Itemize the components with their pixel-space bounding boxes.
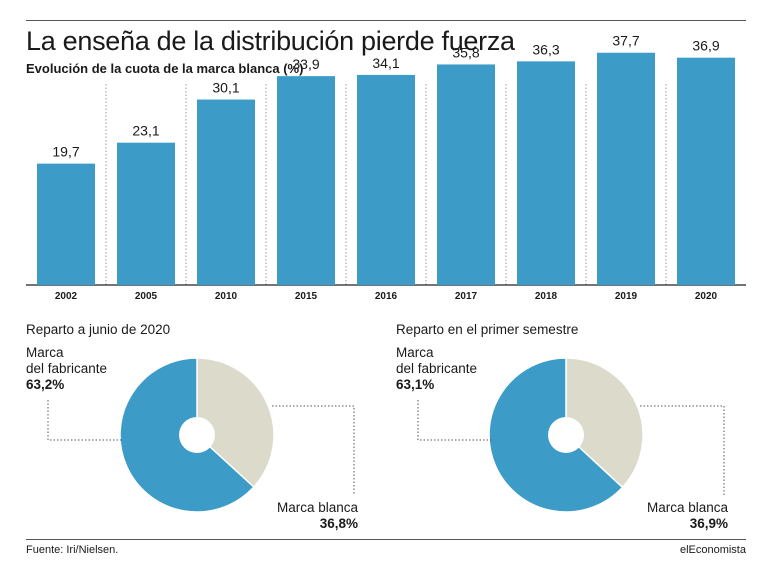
bar-value-label: 34,1 [372,55,399,71]
chart-title: La enseña de la distribución pierde fuer… [26,26,515,56]
bar-2010 [197,99,255,285]
pie-label-blanca-semestre: Marca blanca 36,9% [632,500,728,532]
blanca-pct-junio: 36,8% [319,516,358,531]
fabricante-label-line1: Marca [396,345,434,360]
bar-2018 [517,61,575,285]
bar-value-label: 36,9 [692,38,719,54]
x-tick-label: 2020 [695,291,718,302]
bar-value-label: 35,8 [452,44,479,60]
bar-2017 [437,64,495,285]
donut-hole [179,417,215,453]
pie-title-semestre: Reparto en el primer semestre [396,322,579,337]
bar-chart: 19,7 2002 23,1 2005 30,1 2010 33,9 2015 34,1 2016… [26,33,746,302]
donut-hole [548,417,584,453]
bar-2005 [117,142,175,285]
pie-label-fabricante-junio: Marca del fabricante 63,2% [26,345,107,393]
bar-value-label: 23,1 [132,123,159,139]
pie-title-junio: Reparto a junio de 2020 [26,322,171,337]
fabricante-pct-junio: 63,2% [26,377,65,392]
x-tick-label: 2018 [535,291,558,302]
x-tick-label: 2015 [295,291,318,302]
blanca-pct-semestre: 36,9% [689,516,728,531]
bar-value-label: 37,7 [612,33,639,49]
pie-label-blanca-junio: Marca blanca 36,8% [262,500,358,532]
fabricante-label-line2: del fabricante [26,361,108,376]
x-tick-label: 2010 [215,291,238,302]
x-tick-label: 2017 [455,291,478,302]
bottom-rule [26,539,746,540]
x-tick-label: 2005 [135,291,158,302]
x-tick-label: 2016 [375,291,398,302]
fabricante-label-line1: Marca [26,345,64,360]
bar-2016 [357,74,415,286]
leader-line-blanca [640,405,725,495]
bar-2020 [677,57,735,286]
bar-value-label: 33,9 [292,56,319,72]
blanca-label: Marca blanca [276,500,358,515]
top-rule [26,20,746,21]
pie-label-fabricante-semestre: Marca del fabricante 63,1% [396,345,477,393]
bar-value-label: 30,1 [212,80,239,96]
pie-slice-marca-blanca [196,357,275,489]
chart-subtitle: Evolución de la cuota de la marca blanca… [26,61,304,76]
x-tick-label: 2019 [615,291,638,302]
bar-2002 [37,163,95,285]
bar-2019 [597,52,655,285]
fabricante-pct-semestre: 63,1% [396,377,435,392]
leader-line-fabricante [47,400,122,441]
x-tick-label: 2002 [55,291,78,302]
source-note: Fuente: Iri/Nielsen. [26,544,119,556]
pie-slice-marca-blanca [565,357,644,489]
brand-logo-text: elEconomista [679,544,746,556]
bar-value-label: 36,3 [532,41,559,57]
pie-chart-junio [47,357,355,513]
leader-line-blanca [272,405,355,495]
blanca-label: Marca blanca [646,500,728,515]
bar-value-label: 19,7 [52,144,79,160]
bar-2015 [277,76,335,286]
fabricante-label-line2: del fabricante [396,361,478,376]
pie-chart-semestre [417,357,725,513]
leader-line-fabricante [417,400,492,441]
